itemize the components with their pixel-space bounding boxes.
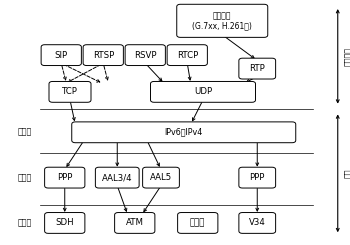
Text: AAL3/4: AAL3/4 bbox=[102, 173, 133, 182]
FancyBboxPatch shape bbox=[72, 122, 296, 143]
Text: PPP: PPP bbox=[250, 173, 265, 182]
Text: 以太网: 以太网 bbox=[190, 219, 205, 227]
FancyBboxPatch shape bbox=[150, 81, 256, 102]
Text: RTP: RTP bbox=[249, 64, 265, 73]
Text: 网络层: 网络层 bbox=[18, 128, 32, 137]
FancyBboxPatch shape bbox=[239, 58, 276, 79]
Text: V34: V34 bbox=[249, 219, 266, 227]
Text: 链路层: 链路层 bbox=[18, 173, 32, 182]
FancyBboxPatch shape bbox=[95, 167, 139, 188]
FancyBboxPatch shape bbox=[41, 45, 81, 65]
Text: RTCP: RTCP bbox=[177, 51, 198, 60]
Text: AAL5: AAL5 bbox=[150, 173, 172, 182]
FancyBboxPatch shape bbox=[167, 45, 207, 65]
Text: ATM: ATM bbox=[126, 219, 144, 227]
FancyBboxPatch shape bbox=[177, 4, 268, 37]
Text: UDP: UDP bbox=[194, 87, 212, 96]
FancyBboxPatch shape bbox=[177, 212, 218, 233]
FancyBboxPatch shape bbox=[45, 212, 85, 233]
FancyBboxPatch shape bbox=[143, 167, 180, 188]
FancyBboxPatch shape bbox=[83, 45, 123, 65]
Text: 核心: 核心 bbox=[344, 169, 350, 178]
Text: SDH: SDH bbox=[55, 219, 74, 227]
Text: RSVP: RSVP bbox=[134, 51, 156, 60]
FancyBboxPatch shape bbox=[125, 45, 165, 65]
FancyBboxPatch shape bbox=[239, 167, 276, 188]
Text: 媒体封装
(G.7xx, H.261等): 媒体封装 (G.7xx, H.261等) bbox=[192, 11, 252, 31]
FancyBboxPatch shape bbox=[45, 167, 85, 188]
FancyBboxPatch shape bbox=[239, 212, 276, 233]
Text: TCP: TCP bbox=[62, 87, 78, 96]
Text: 物理层: 物理层 bbox=[18, 219, 32, 227]
Text: SIP: SIP bbox=[55, 51, 68, 60]
Text: RTSP: RTSP bbox=[93, 51, 114, 60]
Text: 应用程序: 应用程序 bbox=[344, 47, 350, 66]
FancyBboxPatch shape bbox=[115, 212, 155, 233]
FancyBboxPatch shape bbox=[49, 81, 91, 102]
Text: IPv6，IPv4: IPv6，IPv4 bbox=[164, 128, 203, 137]
Text: PPP: PPP bbox=[57, 173, 72, 182]
